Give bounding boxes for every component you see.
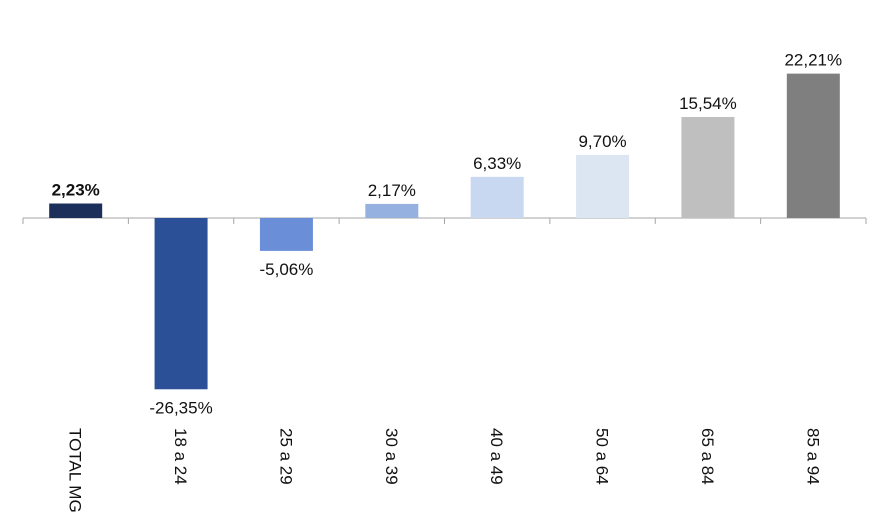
category-label: TOTAL MG xyxy=(66,428,85,513)
data-label: 9,70% xyxy=(578,132,626,151)
category-label: 25 a 29 xyxy=(276,428,295,485)
data-label: 2,23% xyxy=(52,181,100,200)
category-label: 30 a 39 xyxy=(382,428,401,485)
data-label: 2,17% xyxy=(368,181,416,200)
bar-30-a-39 xyxy=(365,203,419,218)
data-label: 15,54% xyxy=(679,94,737,113)
data-label: -26,35% xyxy=(149,398,212,417)
data-labels-layer: 2,23% -26,35% -5,06% 2,17% 6,33% 9,70% 15,54% 2… xyxy=(52,51,843,418)
data-label: 6,33% xyxy=(473,154,521,173)
category-label: 65 a 84 xyxy=(698,428,717,485)
bar-25-a-29 xyxy=(259,218,313,251)
category-labels-layer: TOTAL MG 18 a 24 25 a 29 30 a 39 40 a 49 50 a… xyxy=(66,428,823,513)
bar-50-a-64 xyxy=(576,154,630,218)
axis-layer xyxy=(22,217,867,224)
bar-total-mg xyxy=(49,203,103,218)
bars-layer xyxy=(49,73,840,390)
bar-18-a-24 xyxy=(154,218,208,390)
data-label: 22,21% xyxy=(784,51,842,70)
category-label: 40 a 49 xyxy=(487,428,506,485)
data-label: -5,06% xyxy=(260,260,314,279)
category-label: 85 a 94 xyxy=(803,428,822,485)
bar-65-a-84 xyxy=(681,116,735,218)
category-label: 18 a 24 xyxy=(171,428,190,485)
category-label: 50 a 64 xyxy=(593,428,612,485)
bar-85-a-94 xyxy=(786,73,840,218)
bar-40-a-49 xyxy=(470,176,524,218)
